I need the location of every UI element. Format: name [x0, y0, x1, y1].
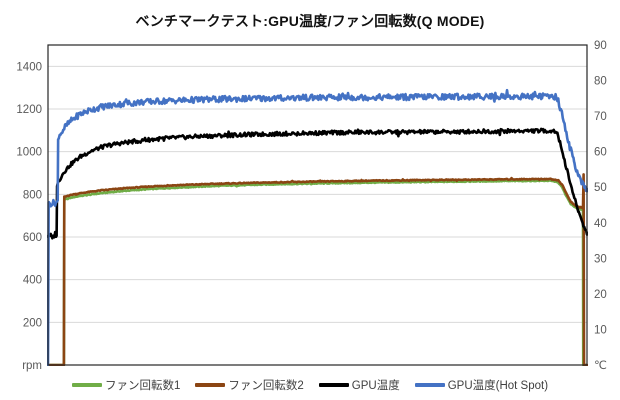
left-tick-label: 200: [23, 317, 42, 329]
left-tick-label: 400: [23, 275, 42, 287]
right-axis-unit-label: ℃: [594, 360, 607, 372]
left-tick-label: 1400: [16, 61, 42, 73]
legend: ファン回転数1 ファン回転数2 GPU温度 GPU温度(Hot Spot): [0, 377, 620, 393]
right-tick-label: 60: [594, 147, 607, 159]
right-tick-label: 40: [594, 218, 607, 230]
left-tick-label: 1000: [16, 147, 42, 159]
legend-item: GPU温度(Hot Spot): [414, 377, 549, 393]
legend-item: ファン回転数1: [71, 377, 181, 393]
right-tick-label: 50: [594, 182, 607, 194]
left-tick-label: 1200: [16, 104, 42, 116]
series-gpu-temp-line: [47, 127, 588, 240]
right-tick-label: 30: [594, 253, 607, 265]
series-gpu-hotspot-line: [47, 88, 588, 366]
right-tick-label: 70: [594, 111, 607, 123]
legend-label: GPU温度(Hot Spot): [447, 380, 549, 392]
left-tick-label: 800: [23, 189, 42, 201]
right-tick-label: 20: [594, 289, 607, 301]
series-fan1-line: [47, 178, 588, 366]
chart-title: ベンチマークテスト:GPU温度/ファン回転数(Q MODE): [135, 13, 485, 29]
right-tick-label: 80: [594, 76, 607, 88]
right-tick-label: 90: [594, 40, 607, 52]
legend-label: ファン回転数1: [104, 380, 181, 392]
left-axis-ticks: 200 400 600 800 1000 1200 1400 rpm: [16, 61, 42, 372]
series-group: [47, 88, 588, 366]
plot-border: [47, 44, 588, 366]
legend-item: GPU温度: [318, 377, 400, 393]
legend-item: ファン回転数2: [195, 377, 304, 393]
legend-swatch: [71, 383, 102, 387]
legend-label: ファン回転数2: [228, 380, 304, 392]
series-fan2-line: [47, 173, 588, 366]
legend-swatch: [195, 383, 226, 387]
left-axis-unit-label: rpm: [22, 360, 42, 372]
legend-swatch: [414, 383, 445, 387]
left-tick-label: 600: [23, 232, 42, 244]
gridlines: [48, 65, 587, 323]
right-axis-ticks: 10 20 30 40 50 60 70 80 90 ℃: [594, 40, 607, 372]
right-tick-label: 10: [594, 324, 607, 336]
legend-label: GPU温度: [351, 380, 400, 392]
legend-swatch: [318, 383, 349, 387]
